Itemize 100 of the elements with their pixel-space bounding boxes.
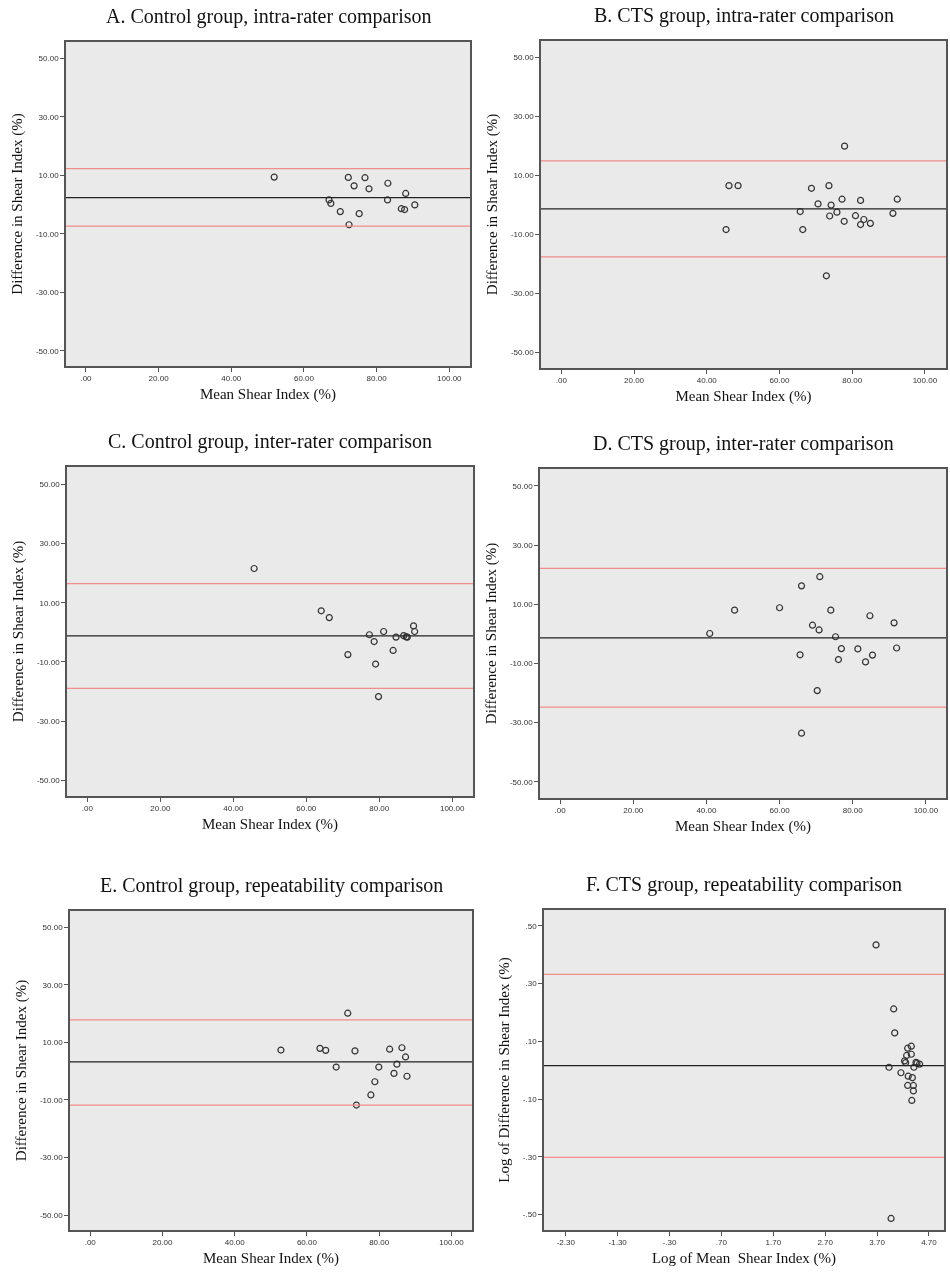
chart-title: B. CTS group, intra-rater comparison bbox=[594, 4, 894, 27]
y-tick-label: 50.00 bbox=[38, 54, 60, 64]
point bbox=[345, 221, 353, 229]
y-tick-label: 10.00 bbox=[39, 598, 61, 608]
point bbox=[400, 632, 408, 640]
x-axis-title: Mean Shear Index (%) bbox=[199, 385, 337, 403]
point bbox=[813, 687, 821, 695]
point bbox=[393, 1060, 401, 1068]
y-tick-label: -50.00 bbox=[510, 347, 535, 357]
x-tick-label: 100.00 bbox=[437, 374, 463, 384]
point bbox=[866, 612, 874, 620]
y-tick-label: -30.00 bbox=[36, 716, 61, 726]
x-tick-label: 20.00 bbox=[150, 804, 171, 814]
point bbox=[838, 195, 846, 203]
y-tick-label: 10.00 bbox=[513, 171, 535, 181]
y-axis-title: Difference in Shear Index (%) bbox=[9, 540, 27, 723]
point bbox=[834, 655, 843, 664]
y-tick-label: 50.00 bbox=[39, 480, 61, 490]
point bbox=[411, 627, 419, 636]
y-tick-label: 50.00 bbox=[42, 922, 64, 932]
x-tick-label: 40.00 bbox=[696, 376, 718, 386]
point bbox=[872, 941, 880, 949]
x-tick-label: 80.00 bbox=[842, 806, 864, 816]
y-tick-label: .10 bbox=[525, 1037, 538, 1047]
x-tick-label: 100.00 bbox=[912, 376, 938, 386]
y-tick-label: -10.00 bbox=[39, 1095, 64, 1105]
y-tick-label: -10.00 bbox=[510, 230, 535, 240]
y-tick-label: 10.00 bbox=[512, 600, 534, 610]
point bbox=[851, 212, 860, 220]
point bbox=[250, 564, 258, 573]
x-tick-label: 20.00 bbox=[623, 806, 644, 816]
x-tick-label: 60.00 bbox=[769, 376, 791, 386]
x-tick-label: .00 bbox=[84, 1238, 97, 1248]
point bbox=[403, 1072, 411, 1080]
point bbox=[325, 613, 333, 622]
y-tick-label: -30.00 bbox=[35, 288, 60, 298]
point bbox=[355, 210, 363, 218]
point bbox=[907, 1050, 915, 1058]
x-tick-label: 40.00 bbox=[696, 806, 717, 816]
point bbox=[889, 209, 897, 217]
point bbox=[904, 1044, 912, 1052]
point bbox=[827, 606, 835, 614]
point bbox=[372, 660, 380, 668]
y-tick-label: -50.00 bbox=[35, 346, 60, 356]
point bbox=[908, 1074, 916, 1082]
point bbox=[386, 1045, 394, 1053]
x-tick-label: 40.00 bbox=[221, 374, 242, 384]
point bbox=[908, 1096, 916, 1105]
y-tick-label: 10.00 bbox=[42, 1038, 64, 1048]
y-axis-title: Difference in Shear Index (%) bbox=[8, 113, 26, 295]
y-axis-title: Difference in Shear Index (%) bbox=[483, 113, 501, 296]
y-tick-label: 50.00 bbox=[512, 481, 534, 491]
y-tick-label: -30.00 bbox=[510, 288, 535, 298]
y-tick-label: -30.00 bbox=[39, 1153, 64, 1163]
point bbox=[909, 1087, 917, 1095]
point bbox=[322, 1046, 330, 1054]
point bbox=[797, 582, 806, 590]
point bbox=[890, 619, 898, 627]
y-tick-label: 30.00 bbox=[38, 112, 60, 122]
y-tick-label: 30.00 bbox=[512, 540, 534, 550]
point bbox=[796, 651, 804, 659]
point bbox=[808, 621, 817, 629]
x-tick-label: 80.00 bbox=[366, 374, 388, 384]
point bbox=[344, 1009, 352, 1017]
point bbox=[866, 219, 874, 227]
x-tick-label: 80.00 bbox=[369, 1238, 390, 1248]
point bbox=[390, 1069, 398, 1077]
point bbox=[350, 182, 358, 190]
chart-title: F. CTS group, repeatability comparison bbox=[586, 873, 903, 896]
point bbox=[352, 1101, 361, 1109]
y-tick-label: -10.00 bbox=[509, 659, 534, 669]
x-tick-label: 4.70 bbox=[921, 1238, 938, 1248]
point bbox=[815, 626, 823, 634]
y-axis-title: Difference in Shear Index (%) bbox=[12, 979, 30, 1162]
point bbox=[909, 1081, 917, 1090]
point bbox=[822, 272, 830, 280]
point bbox=[365, 631, 373, 639]
point bbox=[796, 207, 804, 216]
point bbox=[730, 606, 739, 614]
point bbox=[375, 1063, 383, 1071]
point bbox=[277, 1046, 285, 1054]
point bbox=[861, 658, 870, 666]
point bbox=[910, 1063, 918, 1071]
y-tick-label: -50.00 bbox=[36, 776, 61, 786]
point bbox=[722, 225, 730, 234]
point bbox=[270, 173, 278, 181]
x-axis-title: Mean Shear Index (%) bbox=[201, 815, 339, 833]
x-tick-label: 2.70 bbox=[817, 1238, 834, 1248]
point bbox=[317, 607, 325, 615]
chart-title: C. Control group, inter-rater comparison bbox=[108, 430, 432, 453]
point bbox=[397, 205, 405, 213]
point bbox=[411, 201, 419, 209]
x-axis-title: Mean Shear Index (%) bbox=[202, 1249, 340, 1267]
y-tick-label: .50 bbox=[525, 921, 538, 931]
x-tick-label: 60.00 bbox=[293, 374, 315, 384]
point bbox=[897, 1069, 905, 1077]
y-tick-label: 30.00 bbox=[39, 539, 61, 549]
y-tick-label: 30.00 bbox=[513, 112, 535, 122]
x-axis-title: Mean Shear Index (%) bbox=[675, 387, 812, 405]
x-tick-label: 100.00 bbox=[439, 1238, 465, 1248]
